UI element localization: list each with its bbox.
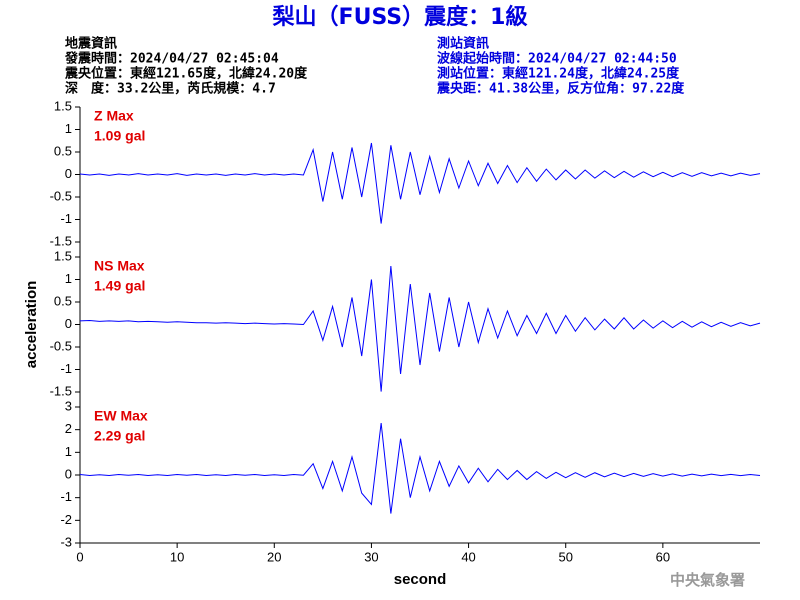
max-annotation: NS Max (94, 258, 145, 274)
y-tick-label: 1.5 (54, 248, 72, 263)
max-annotation: EW Max (94, 408, 148, 424)
info-line: 震央位置：東經121.65度，北緯24.20度 (64, 66, 308, 82)
x-tick-label: 30 (364, 549, 378, 564)
station-line: 測站位置：東經121.24度，北緯24.25度 (437, 66, 680, 82)
y-tick-label: 0.5 (54, 143, 72, 158)
y-tick-label: 0 (65, 166, 72, 181)
y-tick-label: 2 (65, 421, 72, 436)
y-tick-label: 1.5 (54, 98, 72, 113)
y-tick-label: -0.5 (50, 188, 72, 203)
y-tick-label: 0 (65, 316, 72, 331)
waveform (79, 265, 761, 392)
y-tick-label: -1 (60, 489, 72, 504)
y-tick-label: -3 (60, 534, 72, 549)
max-annotation: 1.09 gal (94, 128, 145, 144)
info-line: 深 度：33.2公里，芮氏規模：4.7 (65, 81, 276, 97)
y-tick-label: -1.5 (50, 383, 72, 398)
x-tick-label: 10 (170, 549, 184, 564)
y-tick-label: 1 (65, 444, 72, 459)
y-tick-label: -1.5 (50, 233, 72, 248)
x-tick-label: 50 (558, 549, 572, 564)
station-line: 測站資訊 (437, 36, 489, 52)
station-line: 震央距：41.38公里，反方位角：97.22度 (436, 81, 685, 97)
info-line: 發震時間：2024/04/27 02:45:04 (64, 51, 279, 67)
footer-agency: 中央氣象署 (670, 571, 745, 589)
y-axis-label: acceleration (23, 281, 40, 369)
waveform (79, 142, 761, 224)
waveform (79, 423, 761, 514)
x-tick-label: 0 (76, 549, 83, 564)
station-line: 波線起始時間：2024/04/27 02:44:50 (437, 51, 677, 67)
y-tick-label: -1 (60, 211, 72, 226)
y-tick-label: -2 (60, 512, 72, 527)
info-line: 地震資訊 (65, 36, 117, 52)
y-tick-label: -0.5 (50, 338, 72, 353)
y-tick-label: 1 (65, 271, 72, 286)
y-tick-label: 3 (65, 398, 72, 413)
x-axis-label: second (394, 571, 447, 588)
x-tick-label: 20 (267, 549, 281, 564)
y-tick-label: 1 (65, 121, 72, 136)
max-annotation: Z Max (94, 108, 134, 124)
max-annotation: 2.29 gal (94, 428, 145, 444)
x-tick-label: 60 (656, 549, 670, 564)
max-annotation: 1.49 gal (94, 278, 145, 294)
y-tick-label: -1 (60, 361, 72, 376)
page-title: 梨山（FUSS）震度：1級 (273, 4, 528, 30)
y-tick-label: 0.5 (54, 293, 72, 308)
y-tick-label: 0 (65, 466, 72, 481)
x-tick-label: 40 (461, 549, 475, 564)
